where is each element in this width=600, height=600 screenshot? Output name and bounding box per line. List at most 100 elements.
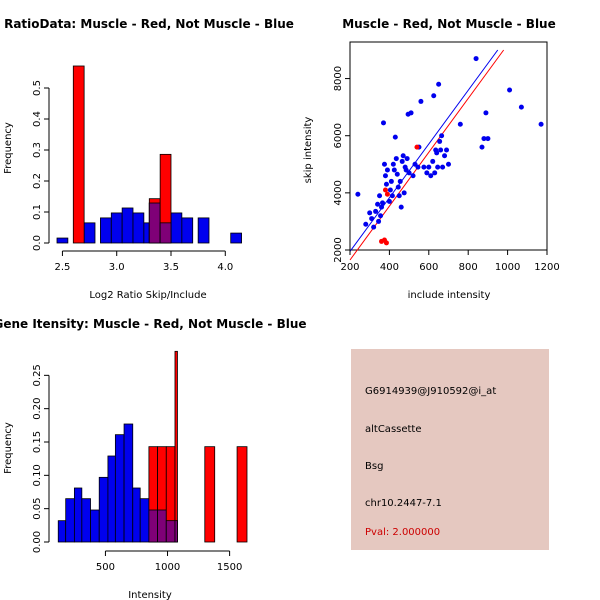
scatter-blue-point: [406, 170, 412, 176]
intensity-overlap-bar: [165, 520, 176, 543]
intensity-red-bar: [236, 446, 248, 543]
scatter-blue-point: [538, 121, 544, 127]
ratio-ylabel: Frequency: [3, 122, 14, 174]
ratio-overlap-bar: [148, 202, 161, 244]
scatter-x-tick-label: 800: [459, 262, 478, 273]
scatter-red-point: [383, 240, 389, 246]
scatter-blue-point: [375, 201, 381, 207]
ratio-blue-bar: [170, 212, 183, 244]
ratio-blue-bar: [110, 212, 123, 244]
probe-id: G6914939@J910592@i_at: [365, 386, 497, 397]
scatter-blue-point: [355, 191, 361, 197]
scatter-red-fit-line: [349, 49, 505, 261]
ratio-y-tick-label: 0.0: [32, 235, 43, 251]
scatter-x-tick-label: 1000: [495, 262, 520, 273]
scatter-xlabel: include intensity: [408, 290, 491, 301]
scatter-y-tick-label: 8000: [333, 66, 344, 91]
scatter-red-point: [382, 187, 388, 193]
scatter-blue-point: [388, 178, 394, 184]
scatter-blue-point: [418, 98, 424, 104]
scatter-blue-point: [439, 133, 445, 139]
scatter-blue-point: [473, 56, 479, 62]
scatter-blue-point: [397, 178, 403, 184]
intensity-blue-bar: [132, 487, 141, 543]
ratio-xlabel: Log2 Ratio Skip/Include: [89, 290, 206, 301]
scatter-blue-point: [399, 158, 405, 164]
intensity-overlap-bar: [157, 509, 167, 543]
scatter-blue-point: [383, 181, 389, 187]
intensity-overlap-bar: [148, 509, 158, 543]
intensity-blue-bar: [73, 487, 83, 543]
scatter-blue-point: [396, 193, 402, 199]
event-type: altCassette: [365, 424, 422, 435]
scatter-y-tick-label: 6000: [333, 123, 344, 148]
scatter-x-tick-label: 200: [340, 262, 359, 273]
scatter-ylabel: skip intensity: [303, 117, 314, 184]
pval-text: Pval: 2.000000: [365, 527, 441, 538]
ratio-histogram: RatioData: Muscle - Red, Not Muscle - Bl…: [3, 17, 294, 301]
intensity-y-tick-label: 0.20: [32, 398, 43, 420]
intensity-y-tick-label: 0.10: [32, 464, 43, 486]
ratio-red-bar: [72, 65, 85, 244]
scatter-blue-point: [377, 193, 383, 199]
ratio-x-tick-label: 3.5: [163, 262, 179, 273]
intensity-title: Gene Itensity: Muscle - Red, Not Muscle …: [0, 317, 307, 331]
ratio-blue-bar: [83, 222, 96, 244]
intensity-x-tick-label: 1500: [217, 562, 242, 573]
ratio-y-tick-label: 0.5: [32, 80, 43, 96]
ratio-blue-bar: [197, 217, 210, 244]
scatter-blue-point: [373, 208, 379, 214]
intensity-blue-bar: [90, 509, 100, 543]
ratio-y-tick-label: 0.1: [32, 204, 43, 220]
scatter-blue-point: [386, 198, 392, 204]
scatter-blue-point: [446, 161, 451, 167]
scatter-blue-point: [392, 134, 398, 140]
intensity-blue-bar: [98, 476, 109, 543]
scatter-blue-point: [434, 150, 440, 156]
scatter-blue-fit-line: [349, 49, 499, 252]
scatter-blue-point: [376, 218, 382, 224]
intensity-blue-bar: [107, 455, 116, 543]
scatter-blue-point: [367, 210, 373, 216]
scatter-blue-point: [394, 171, 400, 177]
scatter-blue-point: [384, 167, 390, 173]
ratio-blue-bar: [230, 232, 242, 244]
scatter-blue-point: [381, 161, 387, 167]
ratio-y-tick-label: 0.3: [32, 142, 43, 158]
intensity-red-bar: [174, 350, 178, 543]
scatter-blue-point: [400, 153, 406, 159]
intensity-x-tick-label: 1000: [155, 562, 180, 573]
ratio-x-tick-label: 4.0: [217, 262, 233, 273]
scatter-red-point: [414, 144, 420, 150]
scatter-blue-point: [518, 104, 524, 110]
scatter-y-tick-label: 4000: [333, 180, 344, 205]
scatter-blue-point: [426, 164, 432, 170]
scatter-blue-point: [442, 153, 448, 159]
scatter-blue-point: [391, 167, 397, 173]
scatter-blue-point: [437, 138, 443, 144]
scatter-blue-point: [415, 164, 421, 170]
scatter-blue-point: [436, 81, 442, 87]
intensity-y-tick-label: 0.00: [32, 531, 43, 553]
scatter-blue-point: [379, 204, 385, 210]
intensity-blue-bar: [139, 498, 150, 543]
scatter-blue-point: [378, 213, 384, 219]
intensity-blue-bar: [114, 434, 125, 543]
scatter-blue-point: [395, 184, 401, 190]
scatter-y-tick-label: 2000: [333, 237, 344, 262]
scatter-blue-point: [424, 170, 430, 176]
scatter-blue-point: [380, 120, 386, 126]
ratio-overlap-bar: [159, 222, 172, 244]
scatter-blue-point: [387, 187, 393, 193]
ratio-x-tick-label: 2.5: [54, 262, 70, 273]
gene-name: Bsg: [365, 461, 384, 472]
scatter-blue-point: [444, 147, 450, 153]
chromosome-location: chr10.2447-7.1: [365, 498, 442, 509]
ratio-blue-bar: [100, 217, 112, 244]
scatter-blue-point: [438, 147, 444, 153]
scatter-blue-point: [371, 224, 377, 230]
scatter-blue-point: [390, 161, 396, 167]
intensity-overlap-bar: [174, 520, 178, 543]
intensity-ylabel: Frequency: [3, 422, 14, 474]
scatter-blue-point: [401, 190, 407, 196]
